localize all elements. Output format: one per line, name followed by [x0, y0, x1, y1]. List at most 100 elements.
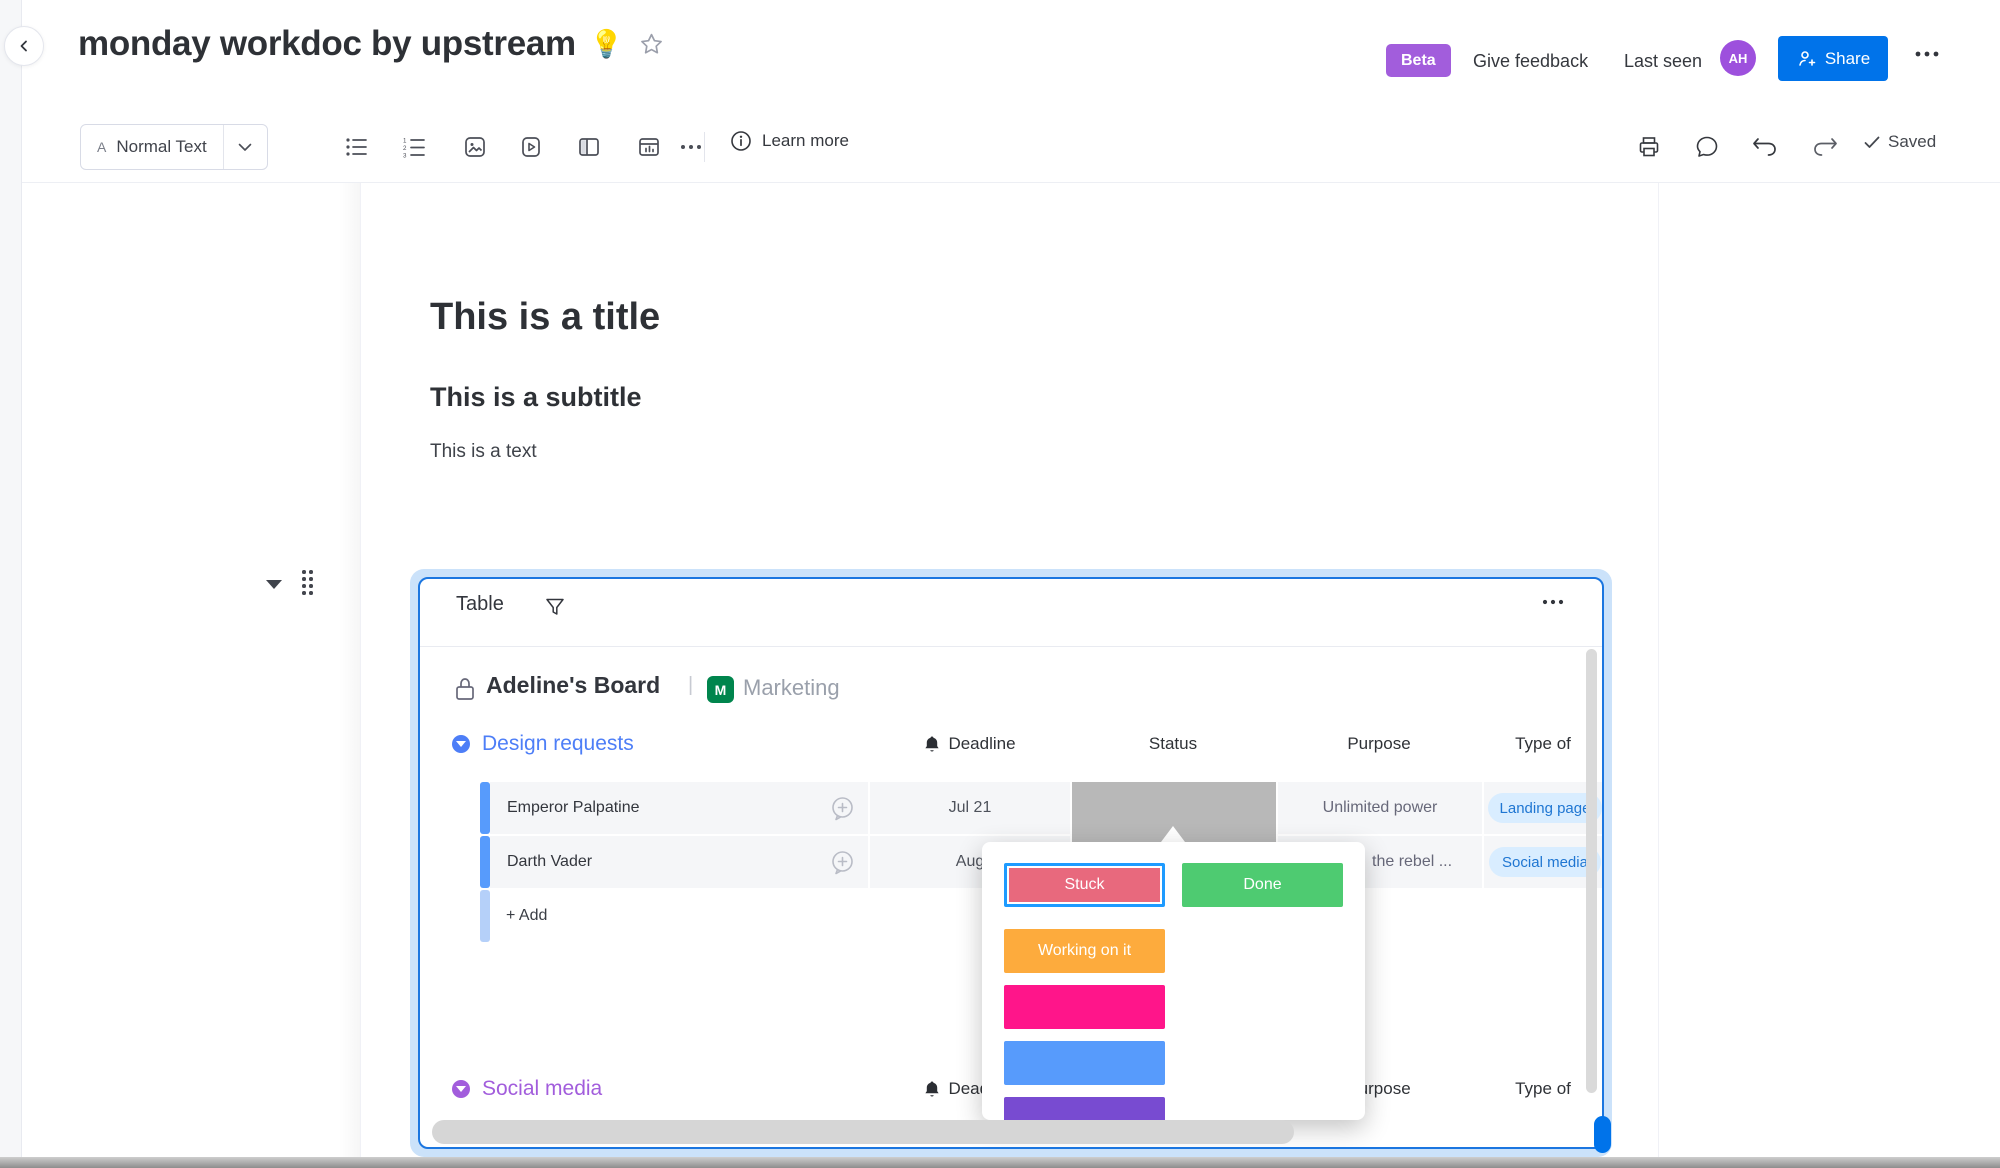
type-cell[interactable]: Landing page: [1484, 782, 1602, 834]
beta-badge: Beta: [1386, 44, 1451, 77]
row-color-bar: [480, 782, 490, 834]
back-button[interactable]: [4, 26, 44, 66]
header-more-icon[interactable]: [1914, 50, 1940, 58]
table-horizontal-scrollbar[interactable]: [432, 1120, 1294, 1144]
status-option-pink[interactable]: [1004, 985, 1165, 1029]
add-update-icon[interactable]: [829, 795, 856, 822]
row-color-bar: [480, 890, 490, 942]
document-title[interactable]: This is a title: [430, 296, 661, 338]
print-icon[interactable]: [1632, 130, 1666, 164]
video-icon[interactable]: [514, 130, 548, 164]
chevron-left-icon: [18, 40, 30, 52]
board-separator: |: [688, 674, 694, 696]
group-name[interactable]: Social media: [482, 1077, 603, 1100]
group-header-design-requests: Design requests Deadline Status Purpose …: [420, 727, 1602, 761]
add-item-label[interactable]: + Add: [506, 907, 548, 924]
workspace-name[interactable]: Marketing: [743, 675, 840, 700]
learn-more-label: Learn more: [762, 131, 849, 150]
share-button[interactable]: Share: [1778, 36, 1888, 81]
widget-header-divider: [420, 646, 1602, 647]
learn-more-link[interactable]: Learn more: [730, 130, 849, 152]
text-style-value: Normal Text: [116, 137, 207, 156]
image-icon[interactable]: [458, 130, 492, 164]
block-collapse-caret[interactable]: [266, 580, 282, 589]
lightbulb-emoji: 💡: [589, 29, 624, 59]
column-header-label: Deadline: [948, 734, 1016, 753]
purpose-cell[interactable]: Unlimited power: [1278, 782, 1482, 834]
item-name: Darth Vader: [507, 853, 593, 870]
layout-icon[interactable]: [572, 130, 606, 164]
group-collapse-icon[interactable]: [452, 1080, 470, 1098]
column-header-type[interactable]: Type of: [1515, 734, 1571, 753]
svg-text:3: 3: [403, 153, 407, 159]
widget-resize-handle[interactable]: [1594, 1116, 1611, 1153]
group-collapse-icon[interactable]: [452, 735, 470, 753]
info-icon: [730, 130, 752, 152]
saved-status: Saved: [1864, 132, 1936, 152]
left-rail: [0, 0, 22, 1168]
svg-text:1: 1: [403, 138, 407, 145]
type-pill[interactable]: Social media: [1489, 847, 1601, 877]
status-dropdown-caret: [1161, 826, 1185, 842]
doc-right-edge: [1658, 183, 1659, 1168]
table-vertical-scrollbar[interactable]: [1586, 649, 1597, 1093]
workspace-badge[interactable]: M: [707, 676, 734, 703]
doc-title[interactable]: monday workdoc by upstream: [78, 24, 576, 63]
type-pill[interactable]: Landing page: [1487, 793, 1602, 823]
doc-left-edge: [360, 183, 361, 1168]
svg-text:2: 2: [403, 145, 407, 152]
chevron-down-icon[interactable]: [222, 125, 267, 169]
bell-icon: [924, 1080, 940, 1098]
column-header-type[interactable]: Type of: [1515, 1079, 1571, 1098]
block-drag-handle-icon[interactable]: [302, 570, 313, 595]
toolbar-divider: [704, 132, 705, 162]
add-item-row[interactable]: + Add: [480, 890, 547, 942]
item-name-cell[interactable]: Darth Vader: [490, 836, 868, 888]
status-option-purple[interactable]: [1004, 1097, 1165, 1120]
widget-more-icon[interactable]: [1538, 587, 1568, 617]
lock-icon: [454, 676, 476, 702]
favorite-star-icon[interactable]: [638, 31, 665, 58]
type-cell[interactable]: Social media: [1484, 836, 1602, 888]
column-header-status[interactable]: Status: [1148, 734, 1198, 753]
check-icon: [1864, 136, 1880, 149]
saved-label: Saved: [1888, 132, 1937, 151]
status-option-done[interactable]: Done: [1182, 863, 1343, 907]
item-name-cell[interactable]: Emperor Palpatine: [490, 782, 868, 834]
comment-icon[interactable]: [1690, 130, 1724, 164]
table-widget: Table Adeline's Board | M Marketing Desi…: [418, 577, 1604, 1149]
filter-icon[interactable]: [544, 596, 566, 618]
item-name: Emperor Palpatine: [507, 799, 640, 816]
give-feedback-link[interactable]: Give feedback: [1473, 51, 1589, 71]
board-widget-icon[interactable]: [632, 130, 666, 164]
column-header-purpose[interactable]: Purpose: [1347, 734, 1411, 753]
board-name[interactable]: Adeline's Board: [486, 672, 661, 698]
deadline-cell[interactable]: Jul 21: [870, 782, 1070, 834]
text-style-dropdown[interactable]: A Normal Text: [80, 124, 268, 170]
widget-title[interactable]: Table: [456, 593, 504, 615]
doc-header: monday workdoc by upstream 💡: [78, 24, 665, 64]
status-option-stuck[interactable]: Stuck: [1004, 863, 1165, 907]
document-subtitle[interactable]: This is a subtitle: [430, 382, 642, 412]
status-option-working-on-it[interactable]: Working on it: [1004, 929, 1165, 973]
group-name[interactable]: Design requests: [482, 732, 634, 755]
table-row: Emperor Palpatine Jul 21 Unlimited power…: [480, 782, 1602, 834]
bulleted-list-icon[interactable]: [340, 130, 374, 164]
last-seen-label: Last seen: [1624, 51, 1703, 71]
avatar[interactable]: AH: [1720, 40, 1756, 76]
share-label: Share: [1824, 48, 1871, 68]
undo-icon[interactable]: [1748, 130, 1782, 164]
status-option-blue[interactable]: [1004, 1041, 1165, 1085]
row-color-bar: [480, 836, 490, 888]
text-style-a-icon: A: [97, 139, 107, 155]
status-dropdown: Stuck Done Working on it: [982, 842, 1365, 1120]
document-text[interactable]: This is a text: [430, 441, 537, 462]
add-update-icon[interactable]: [829, 849, 856, 876]
column-header-deadline[interactable]: Deadline: [870, 727, 1070, 761]
redo-icon[interactable]: [1808, 130, 1842, 164]
toolbar-more-icon[interactable]: [674, 130, 708, 164]
window-bottom-scrollbar[interactable]: [0, 1157, 2000, 1168]
